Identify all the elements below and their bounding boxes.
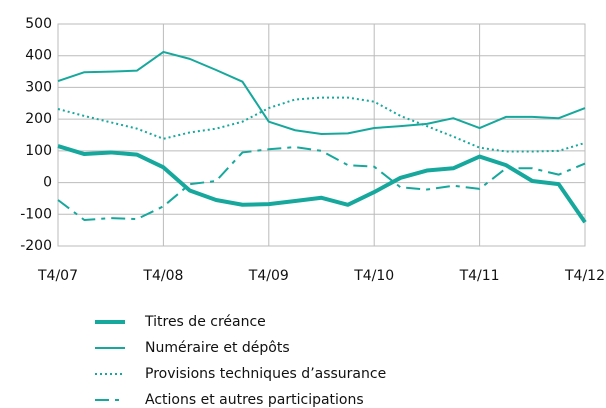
series-line (57, 146, 586, 221)
y-tick-label: 500 (25, 16, 52, 32)
series-line (57, 50, 586, 136)
series-line (57, 96, 586, 153)
x-tick-label: T4/12 (564, 268, 605, 284)
x-tick-label: T4/07 (37, 268, 78, 284)
y-tick-label: 400 (25, 48, 52, 64)
y-tick-label: -100 (20, 206, 52, 222)
y-tick-label: 200 (25, 111, 52, 127)
y-tick-label: 300 (25, 79, 52, 95)
x-tick-label: T4/09 (248, 268, 289, 284)
y-tick-label: -200 (20, 238, 52, 254)
legend-label: Numéraire et dépôts (145, 340, 290, 356)
plot-border (57, 23, 586, 247)
legend-label: Provisions techniques d’assurance (145, 366, 386, 382)
y-tick-label: 100 (25, 143, 52, 159)
series-line (57, 144, 587, 224)
legend-label: Actions et autres participations (145, 392, 364, 408)
x-tick-label: T4/10 (353, 268, 394, 284)
y-tick-label: 0 (43, 175, 52, 191)
x-tick-label: T4/08 (142, 268, 183, 284)
x-tick-label: T4/11 (459, 268, 500, 284)
legend-label: Titres de créance (144, 314, 266, 330)
